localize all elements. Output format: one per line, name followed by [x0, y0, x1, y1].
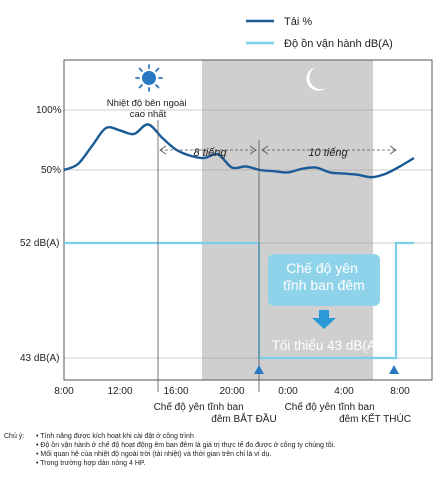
moon-icon	[306, 67, 326, 91]
note-item: Độ ồn vận hành ở chế độ hoạt động êm ban…	[36, 441, 335, 450]
start-marker-icon	[254, 365, 264, 374]
night-quiet-mode-chart: Tải % Độ ồn vận hành dB(A) 100% 50% 52 d…	[20, 16, 433, 425]
night-mode-callout	[268, 254, 380, 306]
down-arrow-icon	[312, 310, 336, 329]
night-band	[202, 60, 373, 380]
end-label: Chế độ yên tĩnh ban đêm KẾT THÚC	[285, 401, 411, 425]
y-label-43db: 43 dB(A)	[20, 353, 59, 364]
min-level-label: Tối thiểu 43 dB(A)	[272, 338, 381, 353]
legend-label-noise: Độ ồn vận hành dB(A)	[284, 38, 393, 50]
x-tick-label: 12:00	[107, 386, 132, 397]
start-label: Chế độ yên tĩnh ban đêm BẮT ĐẦU	[154, 401, 277, 425]
y-label-52db: 52 dB(A)	[20, 238, 59, 249]
end-marker-icon	[389, 365, 399, 374]
x-axis-ticks: 8:00 12:00 16:00 20:00 0:00 4:00 8:00	[54, 386, 410, 397]
y-label-100: 100%	[36, 105, 62, 116]
noise-series-line	[64, 241, 414, 360]
x-tick-label: 8:00	[390, 386, 410, 397]
hours-before-label: 8 tiếng	[193, 147, 227, 159]
x-tick-label: 4:00	[334, 386, 354, 397]
peak-annotation: Nhiệt độ bên ngoài cao nhất	[107, 98, 189, 120]
notes-list: Tính năng được kích hoạt khi cài đặt ở c…	[36, 432, 335, 468]
legend: Tải % Độ ồn vận hành dB(A)	[246, 16, 393, 50]
x-tick-label: 8:00	[54, 386, 74, 397]
x-tick-label: 16:00	[163, 386, 188, 397]
x-tick-label: 0:00	[278, 386, 298, 397]
load-series-line	[63, 123, 415, 179]
night-mode-title: Chế độ yên tĩnh ban đêm	[283, 260, 365, 293]
legend-label-load: Tải %	[284, 16, 312, 28]
note-item: Mối quan hệ của nhiệt độ ngoài trời (tải…	[36, 450, 335, 459]
note-item: Trong trường hợp dàn nóng 4 HP.	[36, 459, 335, 468]
plot-frame	[63, 59, 433, 381]
sun-icon	[135, 64, 163, 92]
x-tick-label: 20:00	[219, 386, 244, 397]
hours-after-bracket	[261, 145, 397, 155]
notes-label: Chú ý:	[4, 433, 25, 440]
hours-after-label: 10 tiếng	[308, 147, 348, 159]
y-label-50: 50%	[41, 165, 61, 176]
hours-before-bracket	[159, 145, 257, 155]
notes: Chú ý: Tính năng được kích hoạt khi cài …	[4, 432, 444, 468]
note-item: Tính năng được kích hoạt khi cài đặt ở c…	[36, 432, 335, 441]
